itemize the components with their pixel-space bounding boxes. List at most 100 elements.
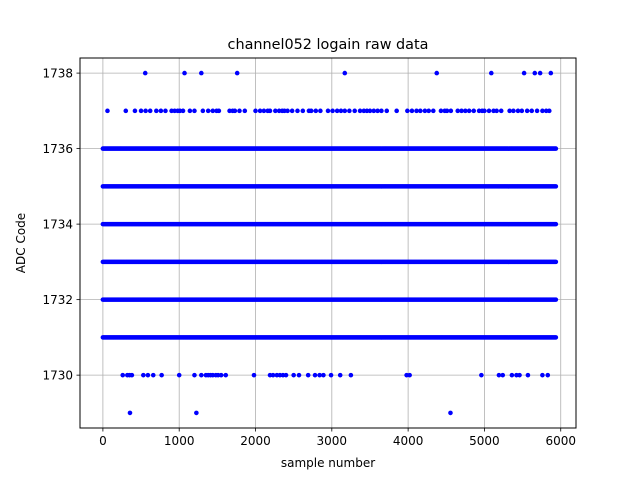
chart-title: channel052 logain raw data — [228, 37, 429, 53]
x-axis-label: sample number — [281, 456, 375, 470]
plot-frame — [79, 57, 577, 429]
x-tick-label: 6000 — [545, 434, 576, 448]
data-point — [367, 108, 373, 114]
data-point — [295, 108, 300, 114]
data-point — [342, 70, 348, 76]
data-point — [158, 108, 164, 114]
data-point — [407, 372, 412, 378]
y-tick-label: 1732 — [42, 293, 73, 307]
data-point — [289, 108, 295, 114]
data-point — [205, 108, 211, 114]
data-point — [147, 108, 153, 114]
data-point — [422, 108, 428, 114]
x-tick-label: 2000 — [240, 434, 271, 448]
data-point — [328, 372, 334, 378]
data-point — [337, 372, 343, 378]
data-point — [448, 108, 454, 114]
data-point — [159, 372, 164, 378]
data-point — [273, 108, 278, 114]
data-point — [540, 372, 545, 378]
data-point — [348, 372, 354, 378]
data-point — [138, 108, 144, 114]
data-point — [267, 108, 273, 114]
data-point — [553, 297, 559, 302]
data-point — [312, 372, 318, 378]
data-point — [524, 108, 530, 114]
data-point — [507, 108, 512, 114]
data-point — [182, 70, 187, 76]
data-point — [291, 372, 296, 378]
data-point — [194, 410, 199, 416]
data-point — [525, 372, 531, 378]
data-point — [515, 108, 521, 114]
data-point — [498, 108, 504, 114]
data-point — [163, 108, 168, 114]
axis-ticks: 0 1000 2000 3000 4000 5000 6000 1730 1732 1734 173… — [42, 66, 576, 448]
data-point — [285, 108, 290, 114]
data-point — [537, 70, 543, 76]
x-tick-label: 4000 — [393, 434, 424, 448]
data-point — [466, 108, 472, 114]
data-point — [300, 108, 306, 114]
data-point — [394, 108, 399, 114]
data-point — [216, 108, 222, 114]
data-point — [317, 372, 322, 378]
data-point — [448, 410, 453, 416]
data-point — [176, 372, 182, 378]
data-point — [313, 108, 319, 114]
data-point — [500, 372, 506, 378]
data-point — [455, 108, 461, 114]
data-point — [141, 372, 146, 378]
data-point — [347, 108, 352, 114]
data-point — [553, 146, 559, 151]
data-point — [305, 372, 311, 378]
data-point — [494, 108, 499, 114]
data-point — [414, 108, 419, 114]
data-point — [334, 108, 340, 114]
data-point — [154, 108, 159, 114]
data-point — [270, 372, 276, 378]
data-point — [120, 372, 126, 378]
y-tick-label: 1738 — [42, 66, 73, 80]
data-point — [200, 108, 206, 114]
data-point — [129, 372, 135, 378]
y-axis-label: ADC Code — [14, 213, 28, 273]
data-point — [218, 372, 224, 378]
data-point — [409, 108, 415, 114]
data-point — [192, 108, 197, 114]
data-point — [253, 108, 258, 114]
data-point — [318, 108, 323, 114]
data-point — [434, 70, 440, 76]
data-point — [234, 70, 240, 76]
data-point — [548, 70, 554, 76]
data-point — [357, 108, 363, 114]
data-point — [444, 108, 450, 114]
x-tick-label: 5000 — [469, 434, 500, 448]
data-point — [223, 372, 229, 378]
data-point — [150, 372, 156, 378]
data-point — [261, 108, 267, 114]
data-point — [242, 108, 248, 114]
data-point — [342, 108, 348, 114]
data-point — [132, 108, 138, 114]
data-point — [192, 372, 197, 378]
data-point — [509, 372, 515, 378]
data-point — [418, 108, 423, 114]
data-point — [553, 335, 559, 340]
data-point — [251, 372, 257, 378]
data-point — [210, 108, 216, 114]
data-point — [521, 70, 527, 76]
data-point — [308, 108, 314, 114]
data-point — [529, 108, 535, 114]
data-point — [199, 70, 204, 76]
data-point — [379, 108, 384, 114]
data-point — [463, 108, 468, 114]
data-point — [232, 108, 238, 114]
data-point — [338, 108, 344, 114]
y-tick-label: 1736 — [42, 142, 73, 156]
data-point — [283, 372, 289, 378]
data-point — [553, 259, 559, 265]
data-point — [540, 108, 545, 114]
